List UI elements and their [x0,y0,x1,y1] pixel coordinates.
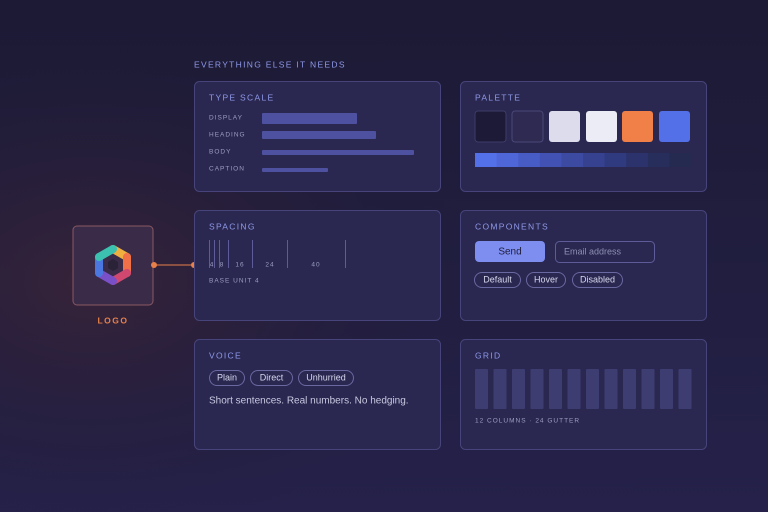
type-label: DISPLAY [209,115,243,122]
type-bar [262,113,357,124]
card [194,339,441,450]
card [460,339,707,450]
input-placeholder: Email address [564,246,622,256]
voice-text: Short sentences. Real numbers. No hedgin… [209,396,409,407]
tag-pill [209,370,245,386]
ramp-step [604,153,627,167]
ramp-step [475,153,497,167]
ramp-step [539,153,562,167]
card-title: GRID [475,350,501,360]
grid-column [493,369,507,409]
logo-label: LOGO [97,315,128,325]
ramp-step [496,153,519,167]
card-title: PALETTE [475,92,521,102]
state-label: Default [483,274,512,284]
grid-columns [475,369,692,409]
button-label: Send [498,247,521,258]
ramp-step [583,153,605,167]
state-pill[interactable] [474,272,521,288]
ramp [475,153,691,167]
type-label: BODY [209,149,231,156]
state-pill[interactable] [572,272,623,288]
ramp-step [518,153,541,167]
card [194,210,441,321]
grid-note: 12 COLUMNS · 24 GUTTER [475,418,580,425]
button-bg [475,241,545,262]
type-label: CAPTION [209,166,245,173]
grid-column [475,369,488,409]
spacing-label: 8 [220,262,225,269]
section-title: EVERYTHING ELSE IT NEEDS [194,59,346,69]
spacing-note: BASE UNIT 4 [209,278,260,285]
card [460,210,707,321]
connector-dot [151,262,157,268]
grid-column [586,369,599,409]
ramp-step [647,153,670,167]
grid-column [549,369,562,409]
grid-column [678,369,692,409]
card-title: TYPE SCALE [209,92,274,102]
swatch [622,111,653,142]
state-label: Hover [534,274,558,284]
swatch [511,110,544,143]
state-label: Disabled [580,274,615,284]
ramp-step [626,153,649,167]
input-box [555,241,655,263]
tag-label: Direct [260,372,284,382]
spacing-label: 40 [311,262,320,269]
tag-label: Unhurried [306,372,346,382]
logo-core [108,259,118,271]
card-title: SPACING [209,221,256,231]
state-pill[interactable] [526,272,566,288]
ramp-step [669,153,691,167]
card-title: VOICE [209,350,242,360]
tag-pill [298,370,354,386]
grid-column [567,369,581,409]
swatch [586,111,617,142]
logo-mark [95,245,131,285]
spacing-label: 4 [210,262,215,269]
type-bar [262,150,414,155]
spacing-label: 24 [265,262,274,269]
button[interactable]: Send [475,241,545,262]
grid-column [623,369,636,409]
tag-pill [250,370,293,386]
type-label: HEADING [209,132,246,139]
type-bar [262,168,328,172]
grid-column [641,369,655,409]
grid-column [604,369,618,409]
input[interactable]: Email address [555,241,655,263]
swatch [549,111,580,142]
ramp-step [561,153,584,167]
swatches [474,110,690,143]
grid-column [512,369,525,409]
card-title: COMPONENTS [475,221,549,231]
grid-column [660,369,673,409]
swatch [474,110,507,143]
spacing-label: 16 [235,262,244,269]
tag-label: Plain [217,372,237,382]
swatch [659,111,690,142]
type-bar [262,131,376,139]
grid-column [530,369,544,409]
